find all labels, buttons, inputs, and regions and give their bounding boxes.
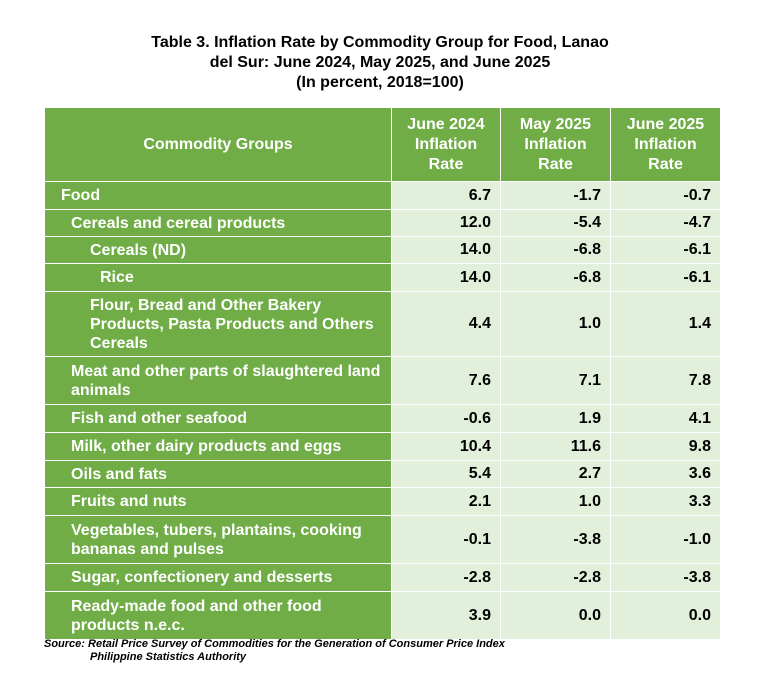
cell-june-2024: -0.1 (391, 515, 501, 564)
cell-june-2025: 3.3 (610, 487, 721, 516)
cell-june-2024: -0.6 (391, 404, 501, 433)
row-label: Rice (44, 263, 392, 292)
header-line: Rate (538, 155, 573, 173)
cell-june-2025: 1.4 (610, 291, 721, 357)
row-label: Fish and other seafood (44, 404, 392, 433)
header-line: June 2025 (626, 115, 705, 133)
table-row: Meat and other parts of slaughtered land… (44, 356, 721, 405)
cell-may-2025: 1.0 (500, 291, 611, 357)
table-row: Cereals (ND) 14.0 -6.8 -6.1 (44, 236, 721, 264)
header-commodity-groups: Commodity Groups (44, 107, 392, 182)
row-label: Cereals and cereal products (44, 209, 392, 237)
source-line-1: Source: Retail Price Survey of Commoditi… (44, 638, 505, 650)
cell-june-2024: 2.1 (391, 487, 501, 516)
header-line: Rate (648, 155, 683, 173)
inflation-table: Commodity Groups June 2024 Inflation Rat… (44, 107, 721, 640)
cell-june-2025: 9.8 (610, 432, 721, 461)
cell-june-2025: 3.6 (610, 460, 721, 488)
cell-june-2025: -1.0 (610, 515, 721, 564)
row-label: Sugar, confectionery and desserts (44, 563, 392, 592)
cell-june-2024: 10.4 (391, 432, 501, 461)
table-row: Vegetables, tubers, plantains, cooking b… (44, 515, 721, 564)
cell-may-2025: -1.7 (500, 181, 611, 210)
table-row: Rice 14.0 -6.8 -6.1 (44, 263, 721, 292)
row-label: Fruits and nuts (44, 487, 392, 516)
cell-may-2025: 7.1 (500, 356, 611, 405)
table-row: Sugar, confectionery and desserts -2.8 -… (44, 563, 721, 592)
row-label: Cereals (ND) (44, 236, 392, 264)
header-line: Inflation (414, 135, 478, 153)
row-label: Vegetables, tubers, plantains, cooking b… (44, 515, 392, 564)
title-line-2: del Sur: June 2024, May 2025, and June 2… (209, 54, 551, 71)
title-line-1: Table 3. Inflation Rate by Commodity Gro… (151, 34, 609, 51)
row-label: Food (44, 181, 392, 210)
cell-may-2025: 2.7 (500, 460, 611, 488)
cell-june-2025: -4.7 (610, 209, 721, 237)
cell-may-2025: 1.0 (500, 487, 611, 516)
table-row: Milk, other dairy products and eggs 10.4… (44, 432, 721, 461)
row-label: Ready-made food and other food products … (44, 591, 392, 640)
header-may-2025: May 2025 Inflation Rate (500, 107, 611, 182)
title-line-3: (In percent, 2018=100) (296, 74, 464, 91)
table-row: Cereals and cereal products 12.0 -5.4 -4… (44, 209, 721, 237)
table-row: Oils and fats 5.4 2.7 3.6 (44, 460, 721, 488)
table-row: Food 6.7 -1.7 -0.7 (44, 181, 721, 210)
header-june-2024: June 2024 Inflation Rate (391, 107, 501, 182)
header-line: June 2024 (407, 115, 485, 133)
row-label: Milk, other dairy products and eggs (44, 432, 392, 461)
row-label: Oils and fats (44, 460, 392, 488)
cell-june-2025: 4.1 (610, 404, 721, 433)
cell-may-2025: -6.8 (500, 236, 611, 264)
header-line: May 2025 (519, 115, 592, 133)
table-row: Fish and other seafood -0.6 1.9 4.1 (44, 404, 721, 433)
cell-june-2025: -6.1 (610, 236, 721, 264)
cell-june-2024: 6.7 (391, 181, 501, 210)
cell-june-2025: -6.1 (610, 263, 721, 292)
cell-june-2024: -2.8 (391, 563, 501, 592)
header-june-2025: June 2025 Inflation Rate (610, 107, 721, 182)
header-line: Rate (428, 155, 464, 173)
cell-may-2025: -3.8 (500, 515, 611, 564)
table-row: Ready-made food and other food products … (44, 591, 721, 640)
cell-may-2025: -2.8 (500, 563, 611, 592)
cell-june-2025: -3.8 (610, 563, 721, 592)
table-row: Fruits and nuts 2.1 1.0 3.3 (44, 487, 721, 516)
table-row: Flour, Bread and Other Bakery Products, … (44, 291, 721, 357)
source-line-2: Philippine Statistics Authority (90, 651, 247, 663)
cell-june-2025: -0.7 (610, 181, 721, 210)
cell-june-2024: 3.9 (391, 591, 501, 640)
cell-june-2024: 4.4 (391, 291, 501, 357)
cell-june-2024: 14.0 (391, 236, 501, 264)
cell-june-2024: 7.6 (391, 356, 501, 405)
header-line: Inflation (524, 135, 587, 153)
cell-june-2024: 5.4 (391, 460, 501, 488)
row-label: Meat and other parts of slaughtered land… (44, 356, 392, 405)
source-note: Source: Retail Price Survey of Commoditi… (44, 638, 505, 664)
cell-may-2025: 0.0 (500, 591, 611, 640)
header-line: Inflation (634, 135, 697, 153)
cell-may-2025: 1.9 (500, 404, 611, 433)
cell-may-2025: -6.8 (500, 263, 611, 292)
cell-june-2024: 14.0 (391, 263, 501, 292)
cell-may-2025: -5.4 (500, 209, 611, 237)
cell-june-2025: 0.0 (610, 591, 721, 640)
table-title: Table 3. Inflation Rate by Commodity Gro… (0, 33, 760, 93)
cell-may-2025: 11.6 (500, 432, 611, 461)
table-header-row: Commodity Groups June 2024 Inflation Rat… (44, 107, 721, 182)
cell-june-2025: 7.8 (610, 356, 721, 405)
cell-june-2024: 12.0 (391, 209, 501, 237)
row-label: Flour, Bread and Other Bakery Products, … (44, 291, 392, 357)
